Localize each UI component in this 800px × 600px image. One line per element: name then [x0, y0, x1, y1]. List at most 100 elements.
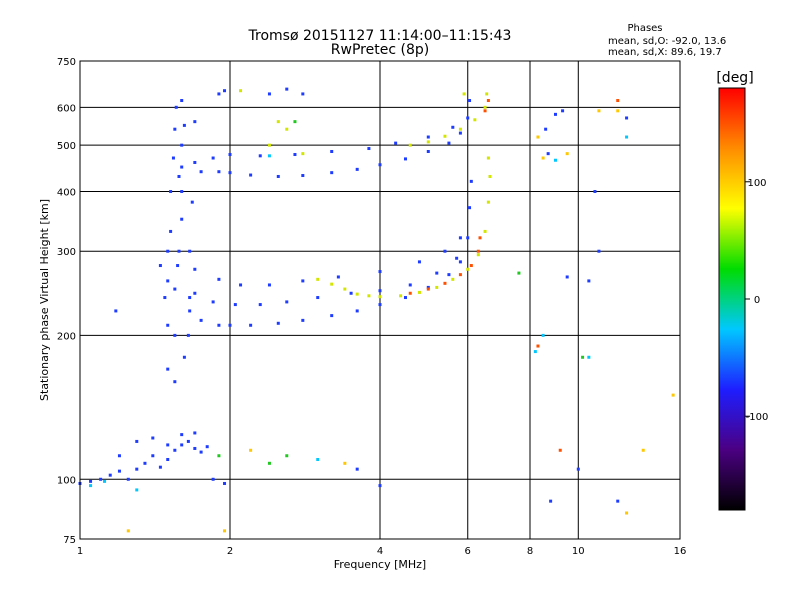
chart-title: Tromsø 20151127 11:14:00–11:15:43 — [248, 28, 512, 44]
echo-point — [316, 277, 320, 281]
x-tick-label: 4 — [377, 546, 383, 557]
echo-point — [177, 249, 181, 253]
echo-point — [267, 143, 271, 147]
echo-point — [103, 479, 107, 483]
echo-point — [553, 158, 557, 162]
echo-point — [99, 477, 103, 481]
echo-point — [408, 291, 412, 295]
echo-point — [166, 323, 170, 327]
echo-point — [267, 461, 271, 465]
echo-point — [426, 285, 430, 289]
echo-point — [517, 271, 521, 275]
echo-point — [177, 174, 181, 178]
echo-point — [188, 249, 192, 253]
echo-point — [199, 318, 203, 322]
echo-point — [108, 473, 112, 477]
echo-point — [276, 120, 280, 124]
echo-point — [301, 174, 305, 178]
echo-point — [549, 499, 553, 503]
phase-summary-o-mode: mean, sd,O: -92.0, 13.6 — [608, 36, 726, 47]
x-tick-label: 1 — [77, 546, 83, 557]
echo-point — [301, 152, 305, 156]
echo-point — [223, 481, 227, 485]
echo-point — [486, 156, 490, 160]
echo-point — [468, 99, 472, 103]
echo-point — [483, 229, 487, 233]
echo-point — [180, 443, 184, 447]
echo-point — [587, 279, 591, 283]
echo-point — [443, 249, 447, 253]
y-tick-label: 500 — [57, 141, 76, 152]
echo-point — [186, 439, 190, 443]
echo-point — [180, 433, 184, 437]
echo-point — [276, 174, 280, 178]
echo-point — [217, 92, 221, 96]
echo-point — [378, 289, 382, 293]
echo-point — [536, 135, 540, 139]
echo-point — [180, 99, 184, 103]
echo-point — [343, 461, 347, 465]
echo-point — [188, 296, 192, 300]
phase-summary-x-mode: mean, sd,X: 89.6, 19.7 — [608, 47, 722, 58]
x-axis-ticks: 1 2 4 6 8 10 16 — [77, 546, 687, 557]
echo-point — [89, 479, 93, 483]
echo-point — [330, 171, 334, 175]
echo-point — [458, 273, 462, 277]
colorbar-tick-label: -100 — [746, 412, 769, 423]
echo-point — [193, 267, 197, 271]
echo-point — [343, 287, 347, 291]
echo-point — [355, 467, 359, 471]
echo-point — [394, 141, 398, 145]
echo-point — [447, 273, 451, 277]
plot-frame — [79, 60, 681, 540]
echo-point — [488, 174, 492, 178]
echo-point — [426, 149, 430, 153]
echo-point — [330, 314, 334, 318]
echo-point — [193, 160, 197, 164]
echo-point — [458, 127, 462, 131]
echo-point — [239, 89, 243, 93]
echo-point — [205, 445, 209, 449]
echo-point — [408, 143, 412, 147]
echo-point — [217, 277, 221, 281]
echo-point — [233, 303, 237, 307]
echo-point — [455, 256, 459, 260]
echo-point — [544, 127, 548, 131]
echo-point — [135, 439, 139, 443]
echo-point — [182, 355, 186, 359]
echo-point — [616, 99, 620, 103]
echo-point — [458, 236, 462, 240]
echo-point — [285, 454, 289, 458]
echo-point — [451, 277, 455, 281]
x-tick-label: 8 — [527, 546, 533, 557]
echo-point — [211, 156, 215, 160]
echo-point — [468, 206, 472, 210]
echo-point — [199, 170, 203, 174]
echo-point — [223, 89, 227, 93]
echo-point — [301, 92, 305, 96]
echo-point — [180, 217, 184, 221]
echo-point — [174, 105, 178, 109]
echo-point — [249, 173, 253, 177]
y-tick-label: 100 — [57, 475, 76, 486]
echo-point — [451, 125, 455, 129]
x-tick-label: 16 — [674, 546, 687, 557]
echo-point — [558, 448, 562, 452]
echo-point — [193, 446, 197, 450]
echo-point — [641, 448, 645, 452]
echo-point — [285, 300, 289, 304]
echo-point — [469, 264, 473, 268]
x-axis-label: Frequency [MHz] — [334, 558, 426, 571]
echo-point — [485, 92, 489, 96]
echo-point — [486, 200, 490, 204]
echo-point — [211, 477, 215, 481]
echo-point — [158, 264, 162, 268]
echo-point — [293, 153, 297, 157]
echo-point — [173, 287, 177, 291]
echo-point — [426, 140, 430, 144]
echo-point — [166, 249, 170, 253]
echo-point — [143, 461, 147, 465]
echo-point — [476, 253, 480, 257]
echo-point — [267, 92, 271, 96]
